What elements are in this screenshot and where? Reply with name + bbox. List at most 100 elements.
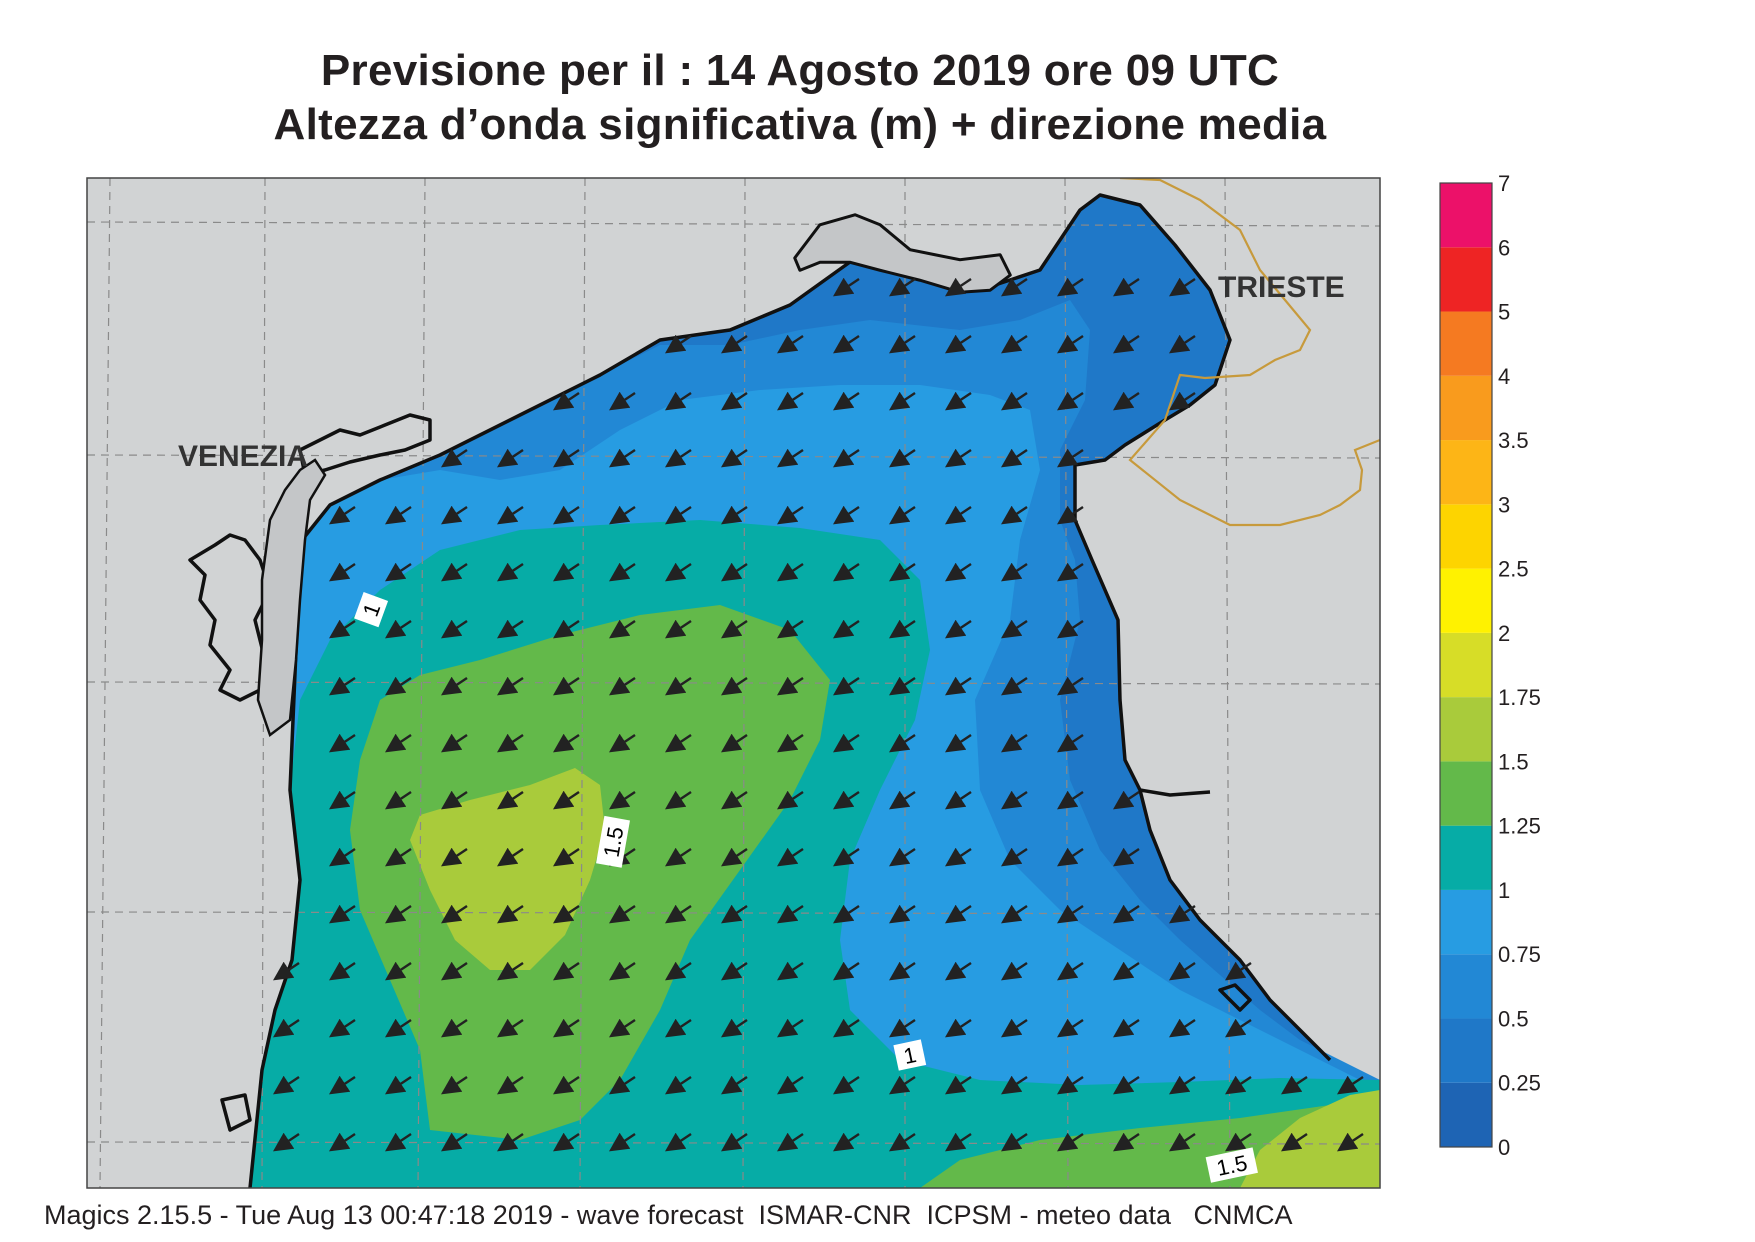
direction-arrow [721, 904, 748, 924]
legend-label: 2.5 [1498, 557, 1529, 582]
direction-arrow [833, 334, 860, 354]
direction-arrow [1001, 505, 1028, 525]
direction-arrow [1001, 1018, 1028, 1038]
direction-arrow [777, 904, 804, 924]
direction-arrow [1057, 790, 1084, 810]
direction-arrow [945, 733, 972, 753]
direction-arrow [273, 1075, 300, 1095]
legend-label: 1.75 [1498, 685, 1541, 710]
direction-arrow [441, 676, 468, 696]
direction-arrow [1113, 1132, 1140, 1152]
direction-arrow [273, 961, 300, 981]
direction-arrow [833, 1018, 860, 1038]
legend-swatch [1440, 825, 1492, 890]
direction-arrow [609, 676, 636, 696]
direction-arrow [721, 1132, 748, 1152]
direction-arrow [889, 961, 916, 981]
direction-arrow [945, 334, 972, 354]
direction-arrow [609, 904, 636, 924]
direction-arrow [833, 1075, 860, 1095]
direction-arrow [889, 1075, 916, 1095]
direction-arrow [721, 847, 748, 867]
legend-label: 3 [1498, 492, 1510, 517]
direction-arrow [385, 619, 412, 639]
direction-arrow [889, 334, 916, 354]
legend-label: 6 [1498, 235, 1510, 260]
direction-arrow [385, 961, 412, 981]
direction-arrow [1337, 1075, 1364, 1095]
direction-arrow [497, 733, 524, 753]
direction-arrow [553, 790, 580, 810]
legend-swatch [1440, 440, 1492, 505]
direction-arrow [329, 1075, 356, 1095]
legend-swatch [1440, 697, 1492, 762]
direction-arrow [945, 676, 972, 696]
direction-arrow [777, 961, 804, 981]
direction-arrow [553, 733, 580, 753]
direction-arrow [833, 1132, 860, 1152]
direction-arrow [1057, 1018, 1084, 1038]
direction-arrow [497, 1075, 524, 1095]
border-lines [1119, 178, 1380, 527]
direction-arrow [609, 1075, 636, 1095]
direction-arrow [945, 1075, 972, 1095]
direction-arrow [721, 961, 748, 981]
legend-label: 3.5 [1498, 428, 1529, 453]
direction-arrow [665, 391, 692, 411]
direction-arrow [777, 448, 804, 468]
direction-arrow [1057, 1132, 1084, 1152]
direction-arrow [441, 790, 468, 810]
direction-arrow [273, 1132, 300, 1152]
direction-arrow [721, 334, 748, 354]
wave-direction-arrows [273, 277, 1364, 1152]
direction-arrow [385, 676, 412, 696]
direction-arrow [665, 505, 692, 525]
direction-arrow [889, 790, 916, 810]
direction-arrow [329, 790, 356, 810]
legend-swatch [1440, 375, 1492, 441]
direction-arrow [945, 505, 972, 525]
direction-arrow [385, 1132, 412, 1152]
direction-arrow [721, 391, 748, 411]
direction-arrow [1057, 334, 1084, 354]
legend-label: 0 [1498, 1135, 1510, 1160]
direction-arrow [1001, 904, 1028, 924]
direction-arrow [497, 676, 524, 696]
direction-arrow [1001, 562, 1028, 582]
direction-arrow [609, 1132, 636, 1152]
lagoon-land [256, 458, 327, 738]
direction-arrow [1169, 334, 1196, 354]
direction-arrow [441, 505, 468, 525]
direction-arrow [1169, 961, 1196, 981]
legend-swatch [1440, 889, 1492, 955]
direction-arrow [1225, 1075, 1252, 1095]
direction-arrow [721, 1018, 748, 1038]
direction-arrow [1057, 277, 1084, 297]
direction-arrow [1001, 733, 1028, 753]
direction-arrow [1057, 847, 1084, 867]
direction-arrow [1001, 676, 1028, 696]
legend-frame [1439, 182, 1493, 1148]
direction-arrow [609, 562, 636, 582]
map-frame [86, 177, 1381, 1189]
direction-arrow [497, 790, 524, 810]
direction-arrow [497, 619, 524, 639]
legend-label: 1.25 [1498, 814, 1541, 839]
svg-text:1.5: 1.5 [1214, 1150, 1249, 1181]
direction-arrow [441, 847, 468, 867]
direction-arrow [945, 904, 972, 924]
direction-arrow [1001, 334, 1028, 354]
direction-arrow [833, 733, 860, 753]
direction-arrow [329, 619, 356, 639]
direction-arrow [777, 391, 804, 411]
legend-swatch [1440, 247, 1492, 312]
direction-arrow [777, 1132, 804, 1152]
direction-arrow [497, 961, 524, 981]
direction-arrow [1169, 904, 1196, 924]
direction-arrow [1057, 904, 1084, 924]
direction-arrow [329, 676, 356, 696]
legend-swatch [1440, 568, 1492, 633]
direction-arrow [945, 1132, 972, 1152]
contour-label-3: 1 [893, 1039, 927, 1071]
direction-arrow [1001, 448, 1028, 468]
